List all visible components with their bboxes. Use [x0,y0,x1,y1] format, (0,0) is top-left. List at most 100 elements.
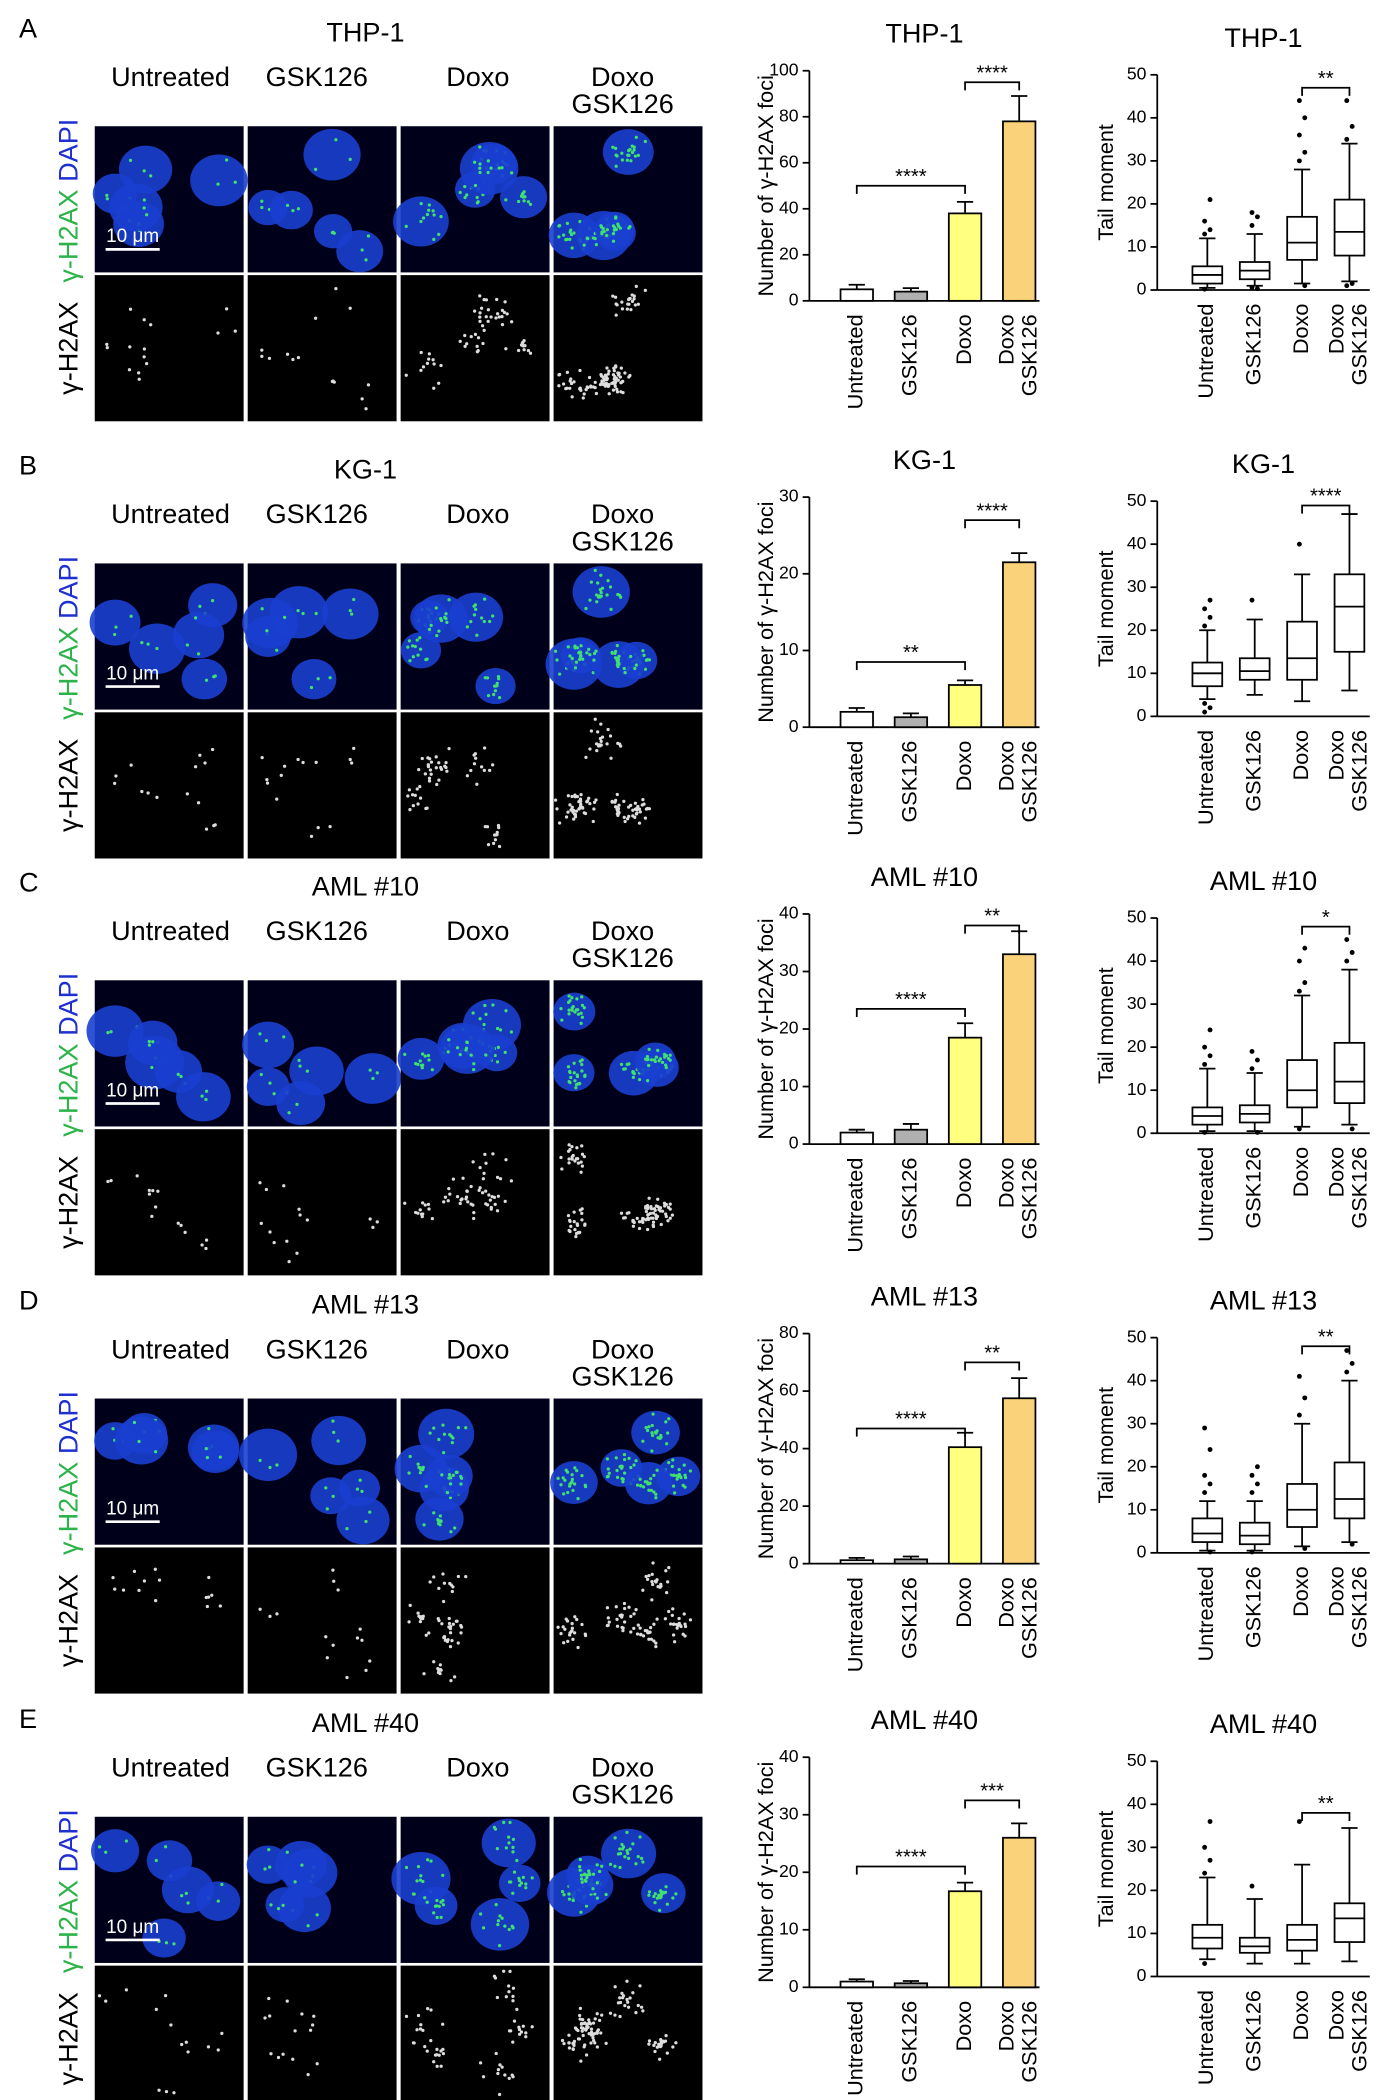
focus [104,1999,108,2003]
focus [485,676,490,680]
x-tick-label: GSK126 [897,2001,922,2083]
focus [611,380,616,385]
nucleus [310,1477,352,1515]
focus [653,2040,657,2045]
focus [522,348,526,352]
focus [464,1426,468,1430]
focus [617,224,621,228]
focus [559,1155,563,1160]
focus [492,1195,497,1200]
focus [575,794,580,799]
focus [410,644,415,648]
panel-title: AML #13 [312,1289,419,1320]
focus [511,1926,515,1930]
focus [403,1052,407,1057]
focus [605,1606,610,1610]
focus [674,2041,678,2045]
nucleus [336,230,384,273]
focus [559,1631,563,1636]
focus [471,1160,475,1164]
focus [185,792,189,796]
focus [497,2092,502,2097]
focus [441,1903,446,1907]
focus [588,1872,592,1877]
focus [483,1152,487,1156]
focus [507,2076,511,2080]
focus [557,672,562,676]
focus [437,232,441,237]
focus [613,146,618,150]
y-tick-label: 0 [1137,1965,1147,1985]
focus [264,1187,269,1192]
focus [416,1062,420,1067]
focus [599,2031,603,2035]
focus [572,1219,576,1224]
focus [521,1875,525,1879]
focus [574,1086,578,1090]
focus [491,763,495,767]
focus [426,765,431,769]
focus [673,1640,677,1644]
focus [641,797,645,802]
focus [668,1202,672,1206]
focus [497,1944,502,1948]
focus [576,1497,580,1501]
focus [627,1062,631,1066]
bar [893,1128,929,1145]
focus [664,1885,668,1889]
focus [631,1070,635,1074]
focus [587,2018,591,2022]
row-label-part: γ-H2AX [53,189,84,282]
focus [486,159,490,163]
focus [447,1472,452,1477]
focus [618,1847,622,1851]
focus [660,1209,665,1213]
focus [224,158,229,162]
significance-bracket [1301,1812,1351,1822]
focus [472,762,477,766]
focus [621,1629,625,1633]
focus [496,674,501,679]
focus [659,1433,663,1438]
y-tick-label: 20 [1127,619,1147,639]
focus [668,1207,672,1211]
focus [495,1209,500,1213]
x-tick-label: GSK126 [897,1577,922,1659]
focus [654,1580,658,1584]
focus [496,1922,500,1927]
focus [151,1189,155,1193]
focus [560,1167,564,1171]
focus [594,798,598,802]
focus [350,761,354,765]
focus [652,1473,656,1478]
focus [637,1226,642,1231]
focus [633,815,637,819]
focus [204,1238,209,1242]
outlier [1296,988,1302,994]
micrograph [94,1965,244,2100]
x-tick-label: Doxo [1288,1147,1313,1198]
focus [557,384,561,388]
focus [664,1569,668,1573]
focus [631,808,635,812]
focus [105,346,109,350]
focus [204,1097,208,1102]
micrograph [247,1547,397,1694]
focus [129,763,133,767]
micrograph [553,712,703,859]
focus [606,1467,610,1471]
outlier [1207,597,1213,603]
panel-title: AML #10 [312,870,419,901]
focus [633,801,637,805]
focus [609,756,613,760]
focus [368,1510,372,1514]
focus [588,801,592,806]
micrograph [247,275,397,422]
focus [268,1465,272,1470]
x-tick-label: GSK126 [1016,1158,1041,1240]
focus [124,1988,129,1992]
focus [358,1478,362,1482]
focus [634,1862,638,1866]
focus [105,342,109,346]
focus [599,590,603,595]
